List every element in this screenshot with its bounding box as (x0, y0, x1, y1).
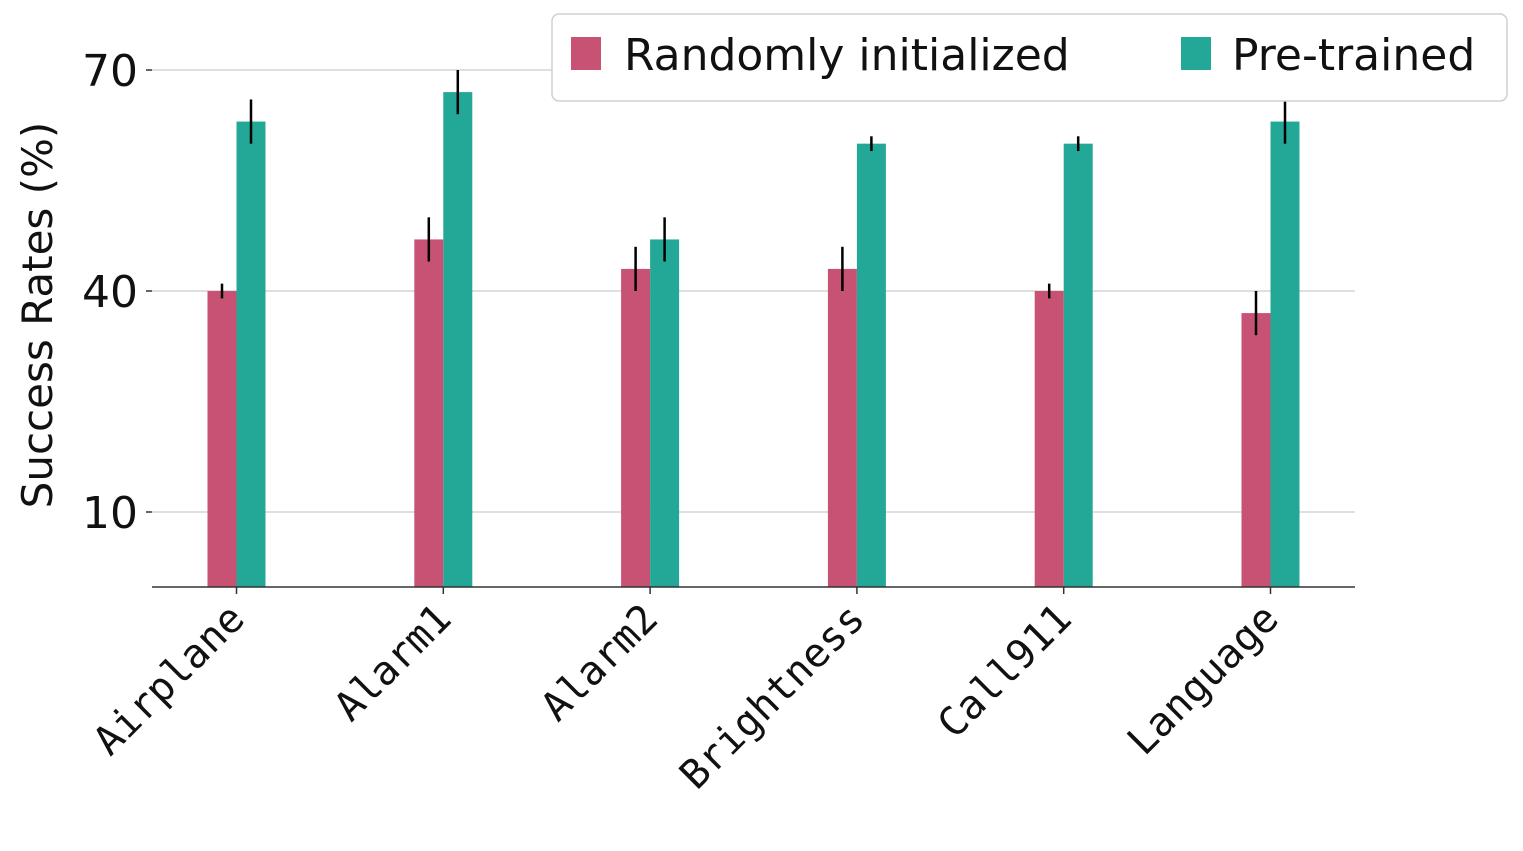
bar-alarm2-random (621, 268, 651, 587)
x-tick-label-alarm1: Alarm1 (326, 596, 461, 731)
legend-label-random: Randomly initialized (624, 30, 1070, 81)
y-tick-label-10: 10 (82, 488, 138, 539)
bars (207, 70, 1300, 588)
bar-airplane-pretrained (236, 121, 266, 588)
legend-box (551, 13, 1508, 102)
legend-swatch-pretrained (1181, 37, 1211, 70)
bar-alarm1-pretrained (443, 92, 473, 587)
x-tick-label-brightness: Brightness (671, 596, 874, 799)
y-tick-label-40: 40 (82, 267, 138, 318)
x-tick-label-language: Language (1119, 596, 1288, 765)
y-axis-label: Success Rates (%) (13, 122, 62, 509)
bar-language-random (1241, 313, 1271, 587)
y-tick-label-70: 70 (82, 46, 138, 97)
grid-lines (152, 69, 1355, 513)
legend-swatch-random (571, 37, 601, 70)
axes: 10 40 70 Airplane Alarm1 Alarm2 Brightness Call… (82, 46, 1355, 798)
bar-airplane-random (207, 291, 237, 587)
bar-call911-pretrained (1063, 143, 1093, 587)
x-tick-label-call911: Call911 (929, 596, 1081, 748)
bar-language-pretrained (1270, 121, 1300, 588)
x-tick-label-airplane: Airplane (85, 596, 254, 765)
bar-brightness-random (827, 268, 857, 587)
bar-brightness-pretrained (856, 143, 886, 587)
legend: Randomly initialized Pre-trained (551, 13, 1508, 102)
legend-label-pretrained: Pre-trained (1232, 30, 1475, 81)
bar-alarm1-random (414, 239, 444, 587)
x-tick-label-alarm2: Alarm2 (532, 596, 667, 731)
bar-call911-random (1034, 291, 1064, 587)
bar-alarm2-pretrained (650, 239, 680, 587)
